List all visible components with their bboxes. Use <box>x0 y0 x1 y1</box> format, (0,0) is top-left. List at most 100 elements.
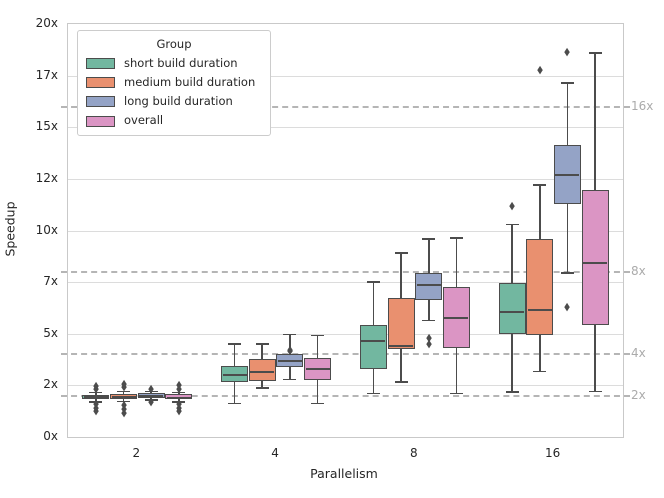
boxplot-whisker <box>511 224 513 284</box>
boxplot-cap <box>144 399 158 402</box>
legend-item-label: medium build duration <box>124 74 256 89</box>
outlier-diamond-icon: ◆ <box>93 404 99 418</box>
boxplot-box <box>526 239 554 335</box>
y-tick-label: 15x <box>35 119 58 134</box>
boxplot-cap <box>560 82 574 84</box>
x-axis-label: Parallelism <box>310 466 378 481</box>
boxplot-median <box>500 311 525 314</box>
legend-item: medium build duration <box>86 74 262 90</box>
boxplot-median <box>166 396 191 399</box>
boxplot-whisker <box>150 398 153 401</box>
boxplot-cap <box>228 343 242 345</box>
legend-item-label: short build duration <box>124 55 238 70</box>
boxplot-whisker <box>316 335 319 359</box>
boxplot-cap <box>255 343 269 345</box>
boxplot-cap <box>366 281 380 283</box>
outlier-diamond-icon: ◆ <box>176 404 182 418</box>
boxplot-whisker <box>150 391 153 394</box>
y-tick-label: 12x <box>35 170 58 185</box>
boxplot-cap <box>89 391 103 394</box>
boxplot-median <box>444 317 469 320</box>
boxplot-cap <box>560 272 574 275</box>
outlier-diamond-icon: ◆ <box>536 64 543 78</box>
boxplot-median <box>389 344 414 347</box>
gridline <box>68 75 623 77</box>
boxplot-whisker <box>372 282 375 326</box>
y-tick-label: 2x <box>43 377 58 392</box>
boxplot-cap <box>172 401 186 403</box>
gridline <box>68 230 623 232</box>
outlier-diamond-icon: ◆ <box>120 406 127 420</box>
boxplot-cap <box>449 236 463 239</box>
boxplot-cap <box>533 370 547 373</box>
boxplot-whisker <box>372 368 375 394</box>
boxplot-whisker <box>594 325 596 392</box>
outlier-diamond-icon: ◆ <box>176 397 182 411</box>
boxplot-cap <box>144 390 158 393</box>
boxplot-whisker <box>427 238 430 274</box>
boxplot-cap <box>311 334 325 337</box>
boxplot-whisker <box>538 334 541 372</box>
boxplot-cap <box>117 390 131 393</box>
y-tick-label: 20x <box>35 16 58 30</box>
boxplot-median <box>416 283 441 286</box>
boxplot-cap <box>505 223 519 226</box>
gridline <box>68 127 623 129</box>
boxplot-median <box>555 173 580 176</box>
reference-line-label: 8x <box>631 263 646 278</box>
boxplot-whisker <box>511 333 513 393</box>
y-tick-label: 0x <box>43 429 58 443</box>
x-tick-label: 16 <box>544 446 561 460</box>
outlier-diamond-icon: ◆ <box>93 397 99 411</box>
legend-item-label: long build duration <box>124 94 233 109</box>
y-tick-label: 10x <box>35 222 58 237</box>
outlier-diamond-icon: ◆ <box>564 45 571 59</box>
reference-line-label: 16x <box>631 98 654 113</box>
boxplot-median <box>83 396 108 399</box>
boxplot-median <box>527 308 552 311</box>
legend-items: short build duration medium build duratio… <box>86 55 262 129</box>
gridline <box>68 333 623 335</box>
boxplot-whisker <box>233 382 236 404</box>
boxplot-cap <box>228 402 242 405</box>
outlier-diamond-icon: ◆ <box>287 344 293 358</box>
gridline <box>68 282 623 284</box>
boxplot-whisker <box>566 203 569 274</box>
gridline <box>68 178 623 180</box>
reference-line-label: 4x <box>631 346 646 361</box>
legend-title: Group <box>156 37 192 51</box>
boxplot-box <box>498 283 526 334</box>
legend-swatch <box>86 57 115 69</box>
boxplot-cap <box>283 378 297 381</box>
y-tick-label: 5x <box>43 325 58 340</box>
boxplot-whisker <box>233 344 236 366</box>
outlier-diamond-icon: ◆ <box>148 382 155 396</box>
legend-item: long build duration <box>86 94 262 109</box>
reference-line <box>61 394 630 397</box>
outlier-diamond-icon: ◆ <box>176 382 182 396</box>
reference-line <box>61 353 630 356</box>
boxplot-box <box>359 325 387 369</box>
outlier-diamond-icon: ◆ <box>93 382 99 396</box>
boxplot-cap <box>394 252 408 254</box>
boxplot-box <box>387 298 415 350</box>
boxplot-cap <box>533 184 547 186</box>
boxplot-median <box>139 395 164 398</box>
outlier-diamond-icon: ◆ <box>176 401 182 415</box>
boxplot-whisker <box>316 379 319 404</box>
boxplot-box <box>221 365 249 383</box>
boxplot-whisker <box>594 52 596 191</box>
boxplot-cap <box>117 400 131 403</box>
x-tick-label: 8 <box>410 446 418 460</box>
legend-swatch <box>86 96 115 108</box>
boxplot-whisker <box>178 399 180 402</box>
boxplot-whisker <box>95 399 97 402</box>
outlier-diamond-icon: ◆ <box>564 300 571 314</box>
x-tick-label: 4 <box>271 446 279 460</box>
boxplot-box <box>415 273 443 300</box>
outlier-diamond-icon: ◆ <box>120 402 127 416</box>
boxplot-cap <box>89 401 103 403</box>
outlier-diamond-icon: ◆ <box>93 379 99 393</box>
boxplot-whisker <box>538 185 541 240</box>
